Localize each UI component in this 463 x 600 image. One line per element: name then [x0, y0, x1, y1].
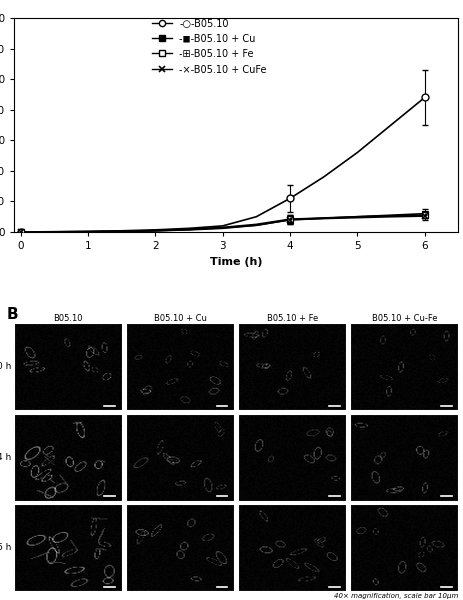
Title: B05.10 + Cu: B05.10 + Cu — [154, 314, 206, 323]
X-axis label: Time (h): Time (h) — [210, 257, 263, 266]
Text: B: B — [7, 307, 19, 322]
Title: B05.10 + Fe: B05.10 + Fe — [267, 314, 318, 323]
Y-axis label: 6 h: 6 h — [0, 543, 11, 552]
Text: 40× magnification, scale bar 10μm: 40× magnification, scale bar 10μm — [334, 593, 458, 599]
Title: B05.10 + Cu-Fe: B05.10 + Cu-Fe — [372, 314, 437, 323]
Y-axis label: 0 h: 0 h — [0, 362, 11, 371]
Title: B05.10: B05.10 — [53, 314, 82, 323]
Legend: -○-B05.10, -◼-B05.10 + Cu, -⊞-B05.10 + Fe, -×-B05.10 + CuFe: -○-B05.10, -◼-B05.10 + Cu, -⊞-B05.10 + F… — [152, 19, 267, 74]
Y-axis label: 4 h: 4 h — [0, 453, 11, 462]
